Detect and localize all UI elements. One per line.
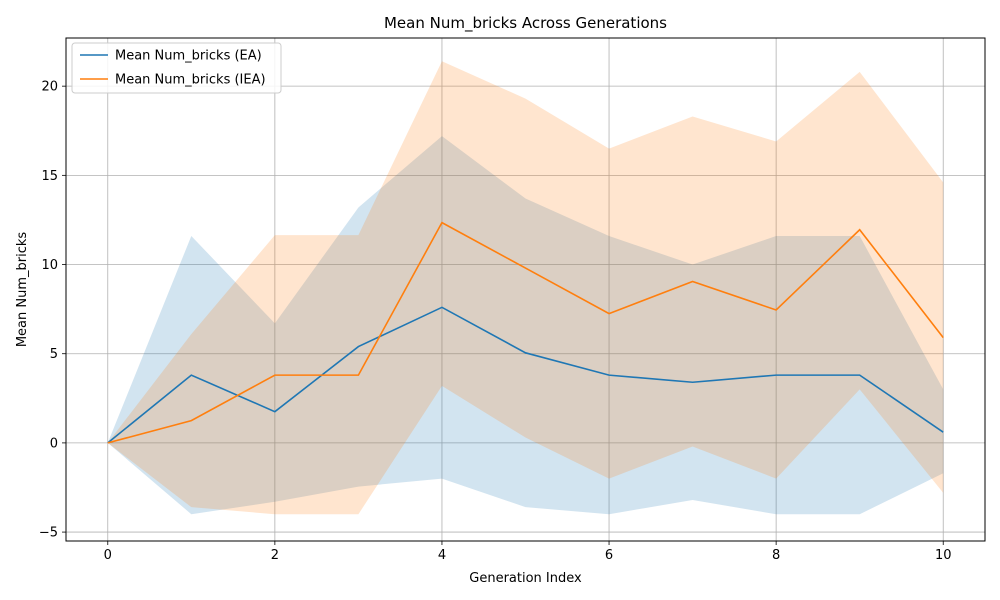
x-axis-label: Generation Index [469,571,582,586]
x-tick-label: 10 [935,548,952,563]
y-axis-label: Mean Num_bricks [15,232,30,348]
x-tick-label: 6 [605,548,613,563]
x-axis: 0 2 4 6 8 10 [104,541,952,563]
y-tick-label: 15 [41,169,58,184]
legend-box [71,42,282,94]
y-axis: −5 0 5 10 15 20 [39,80,66,541]
confidence-band-iea [107,61,944,515]
confidence-band-ea [107,136,944,515]
y-tick-label: 20 [41,80,58,95]
x-tick-label: 2 [271,548,279,563]
y-tick-label: 5 [50,347,58,362]
x-tick-label: 8 [772,548,780,563]
y-tick-label: −5 [39,526,58,541]
y-tick-label: 0 [50,436,58,451]
plot-area-frame [65,37,986,542]
legend-label: Mean Num_bricks (EA) [115,49,262,64]
legend-label: Mean Num_bricks (IEA) [115,73,266,88]
y-tick-label: 10 [41,258,58,273]
legend: Mean Num_bricks (EA) Mean Num_bricks (IEA… [71,42,282,94]
series-lines [107,221,944,444]
x-tick-label: 0 [104,548,112,563]
confidence-bands [107,61,944,515]
x-tick-label: 4 [438,548,446,563]
chart-title: Mean Num_bricks Across Generations [384,14,667,33]
